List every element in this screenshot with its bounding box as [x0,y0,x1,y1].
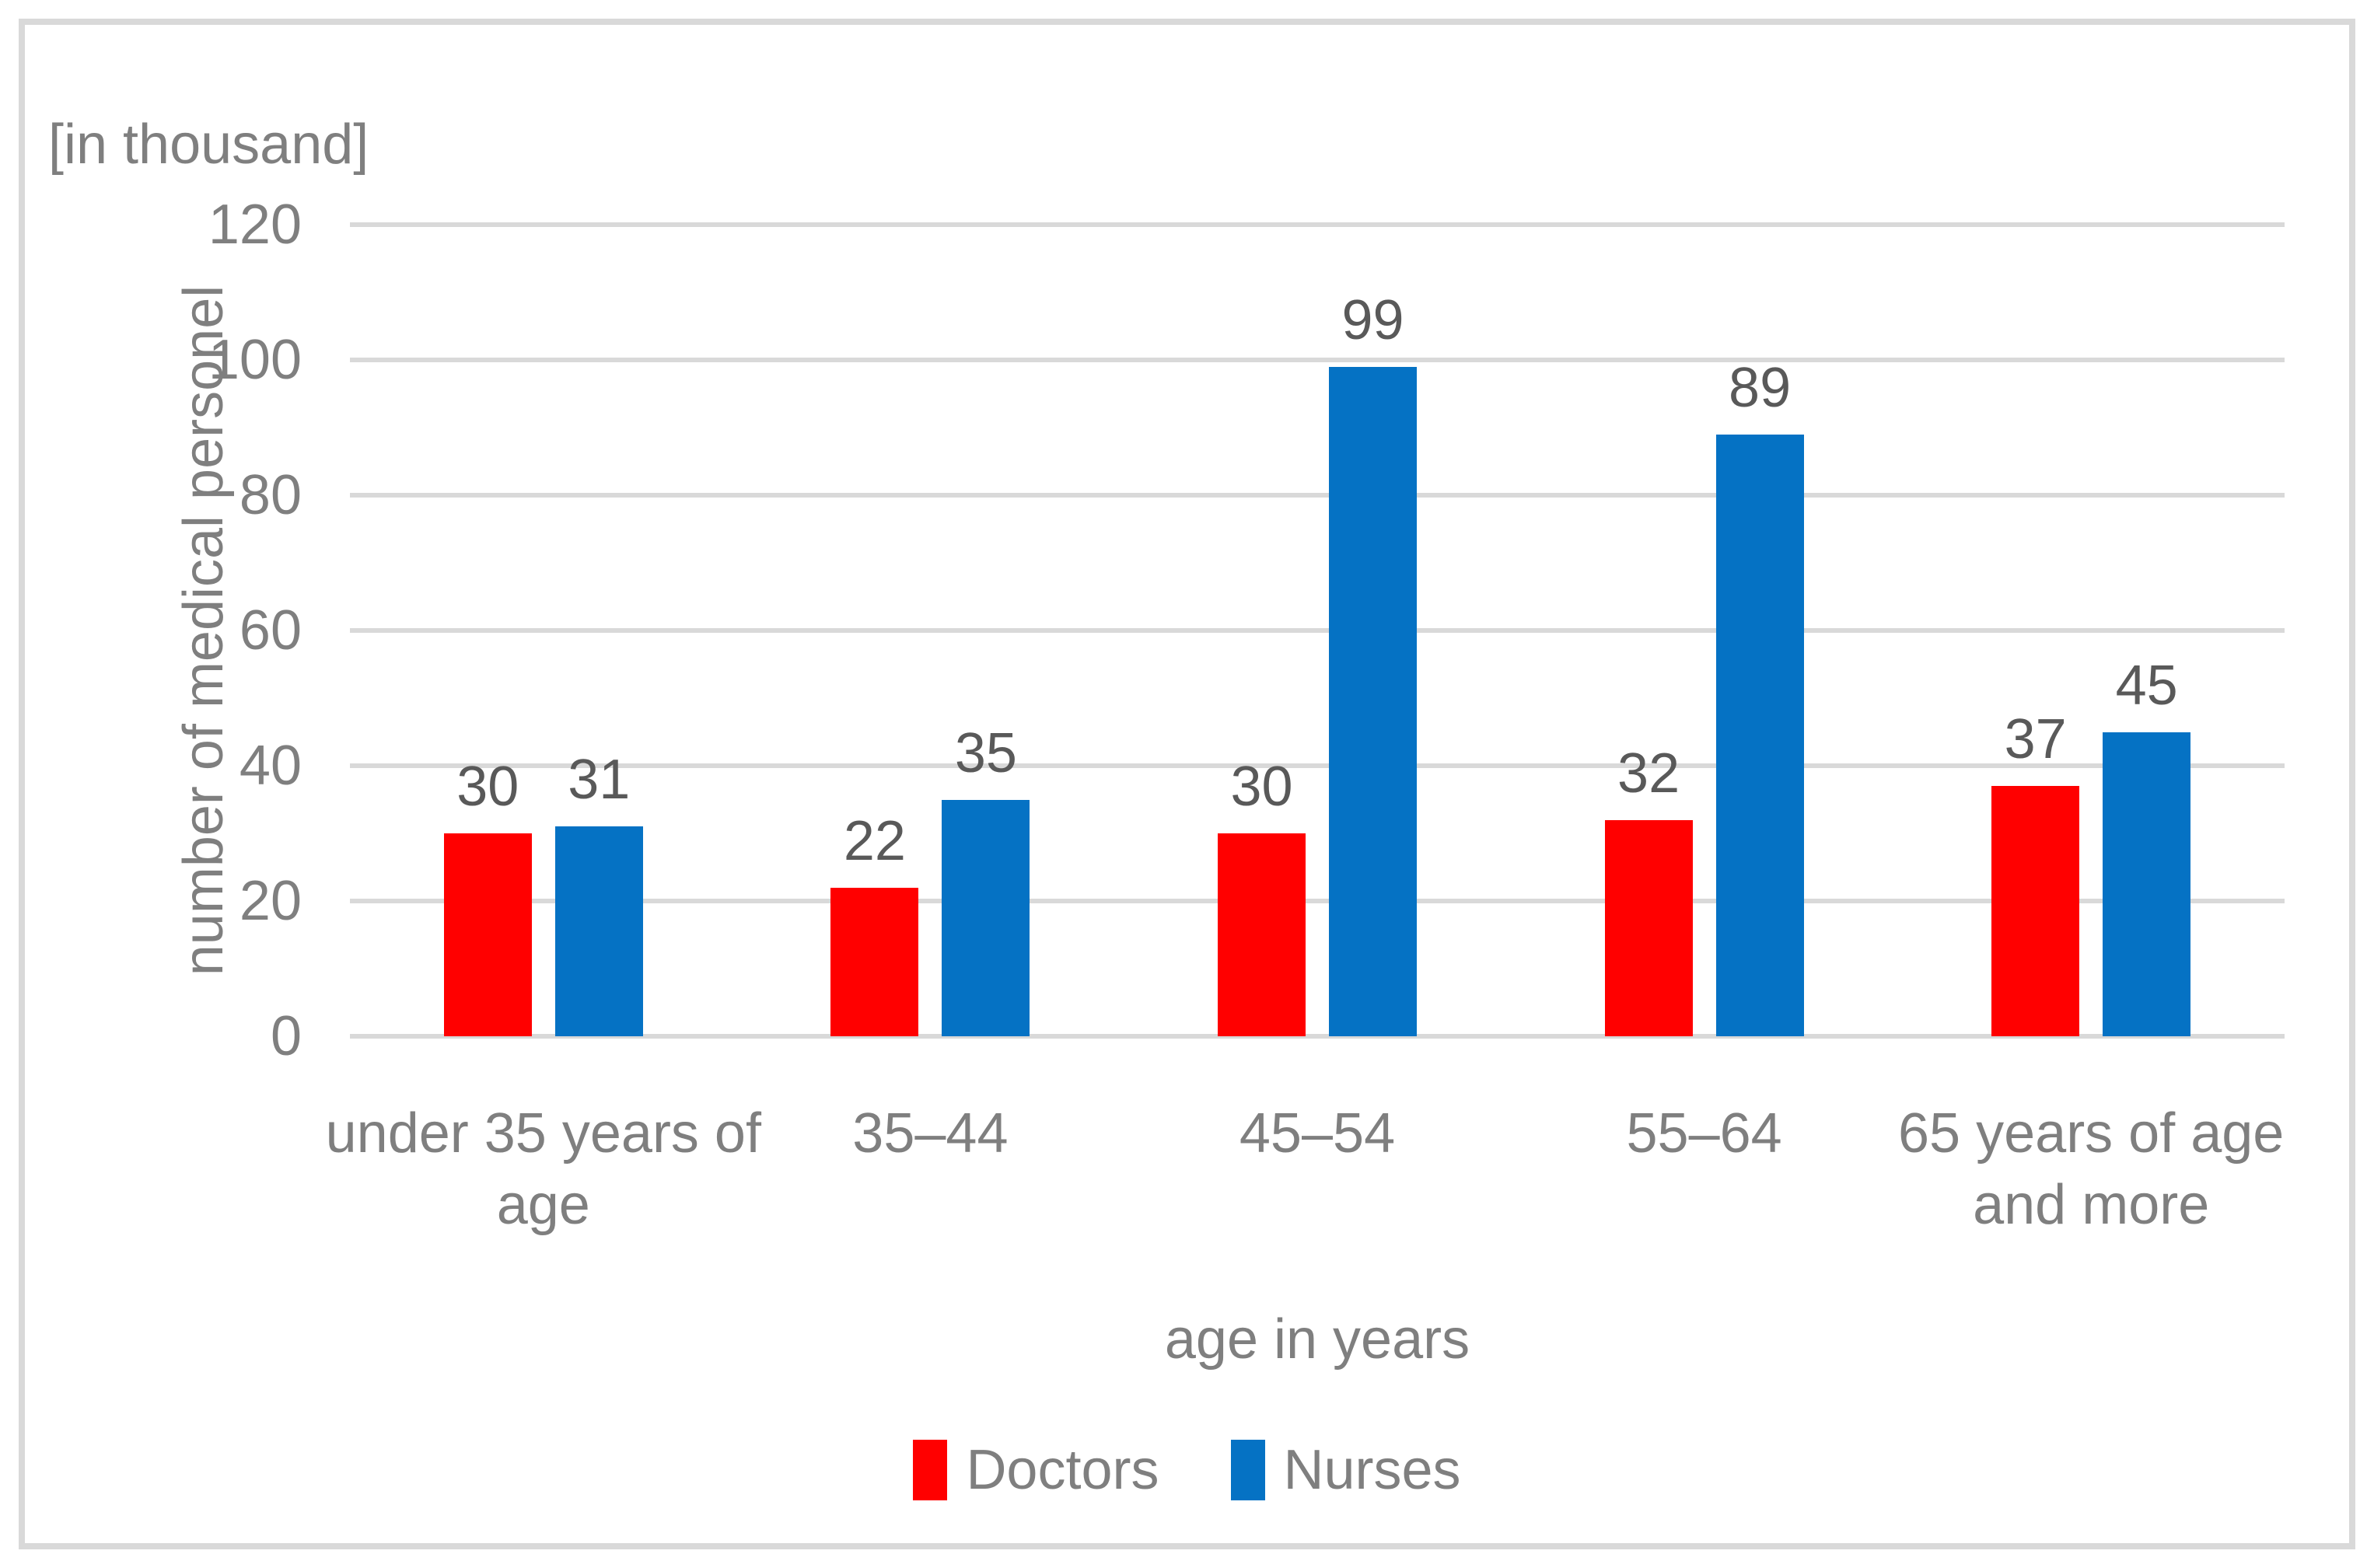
legend-label-nurses: Nurses [1283,1439,1461,1501]
gridline-20 [350,899,2285,903]
y-tick-label-100: 100 [208,329,302,391]
bar-doctors-3 [1604,819,1693,1036]
value-label-doctors-3: 32 [1617,742,1680,805]
legend-swatch-nurses [1230,1440,1265,1500]
legend-swatch-doctors [913,1440,948,1500]
bar-nurses-4 [2103,732,2191,1036]
value-label-doctors-0: 30 [456,756,519,818]
x-category-label-4: 65 years of age and more [1898,1102,2285,1236]
gridline-100 [350,358,2285,362]
value-label-nurses-2: 99 [1341,288,1404,351]
value-label-nurses-4: 45 [2115,654,2178,717]
x-category-label-3: 55–64 [1626,1102,1782,1165]
bar-doctors-2 [1218,833,1306,1036]
bar-doctors-0 [443,833,532,1036]
x-category-label-2: 45–54 [1239,1102,1396,1165]
y-tick-label-20: 20 [239,870,302,932]
bar-doctors-1 [830,887,919,1036]
value-label-doctors-2: 30 [1230,756,1293,818]
value-label-doctors-1: 22 [843,809,906,872]
bar-nurses-1 [942,799,1030,1036]
legend-label-doctors: Doctors [966,1439,1159,1501]
bar-doctors-4 [1991,786,2080,1036]
legend: Doctors Nurses [0,1438,2374,1502]
value-label-nurses-3: 89 [1729,356,1792,419]
value-label-nurses-0: 31 [568,749,631,812]
value-label-doctors-4: 37 [2004,708,2067,771]
value-label-nurses-1: 35 [954,721,1017,784]
plot-area: 30 31 22 35 30 99 32 89 37 45 [350,222,2285,1039]
y-tick-label-40: 40 [239,735,302,797]
gridline-60 [350,628,2285,633]
bar-nurses-3 [1715,434,1804,1036]
legend-item-nurses: Nurses [1230,1438,1461,1502]
unit-label: [in thousand] [48,113,369,176]
bar-nurses-0 [554,826,643,1036]
x-category-label-0: under 35 years of age [325,1102,761,1236]
x-category-label-1: 35–44 [852,1102,1009,1165]
legend-item-doctors: Doctors [913,1438,1159,1502]
x-axis-title: age in years [1164,1308,1470,1371]
y-tick-label-60: 60 [239,599,302,662]
gridline-40 [350,763,2285,768]
chart-border-frame [19,19,2355,1549]
bar-nurses-2 [1329,366,1417,1036]
gridline-80 [350,493,2285,498]
gridline-120 [350,222,2285,227]
y-tick-label-80: 80 [239,464,302,526]
y-tick-label-0: 0 [270,1005,302,1067]
x-axis-line [350,1034,2285,1039]
y-tick-label-120: 120 [208,194,302,256]
